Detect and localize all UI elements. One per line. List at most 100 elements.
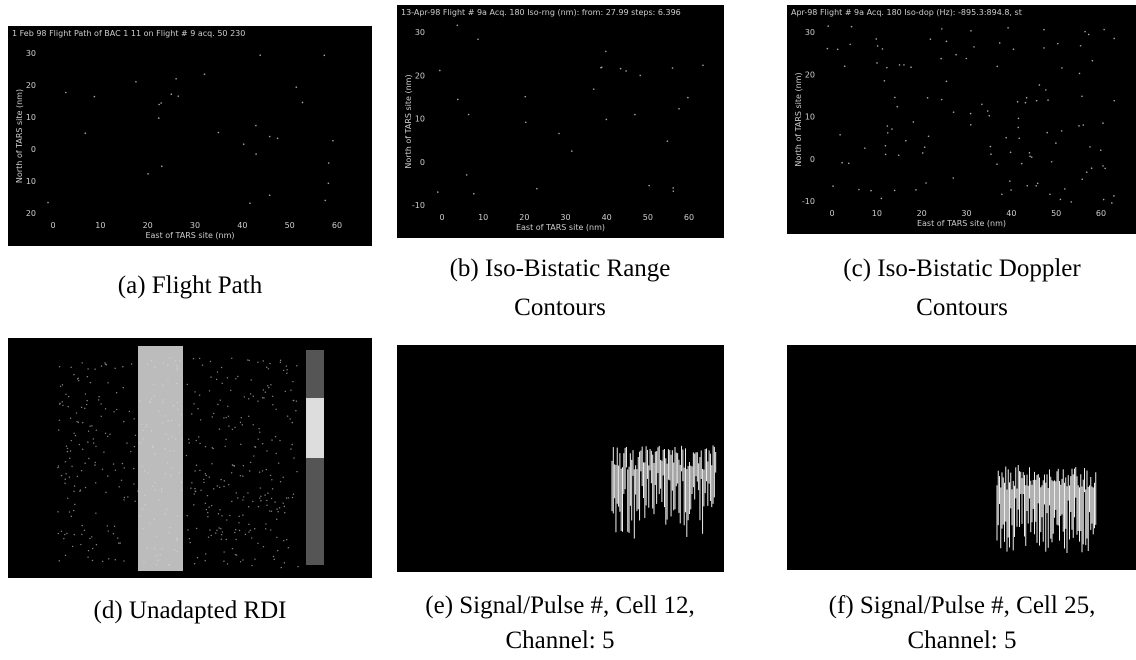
speckle	[915, 189, 917, 191]
speckle	[193, 563, 196, 565]
speckle	[898, 64, 901, 66]
speckle	[1018, 137, 1021, 140]
speckle	[117, 537, 119, 539]
speckle	[193, 504, 195, 506]
speckle	[279, 359, 282, 362]
x-tick-label: 10	[478, 213, 488, 222]
panel-header: Apr-98 Flight # 9a Acq. 180 Iso-dop (Hz)…	[791, 8, 1022, 17]
y-axis-label: North of TARS site (nm)	[15, 89, 24, 183]
speckle	[123, 560, 125, 562]
speckle	[242, 465, 245, 467]
speckle	[896, 105, 899, 108]
speckle	[952, 111, 955, 113]
speckle	[1079, 44, 1082, 47]
speckle	[91, 559, 94, 562]
x-tick-label: 0	[439, 213, 444, 222]
speckle	[85, 403, 88, 406]
speckle	[235, 492, 237, 494]
speckle	[270, 529, 272, 531]
speckle	[295, 410, 297, 412]
speckle	[228, 425, 230, 427]
speckle	[297, 565, 299, 568]
speckle	[64, 482, 66, 484]
speckle	[231, 547, 234, 550]
speckle	[210, 534, 212, 537]
speckle	[223, 560, 225, 562]
speckle	[1012, 48, 1015, 51]
speckle	[106, 525, 108, 527]
speckle	[95, 429, 98, 431]
speckle	[996, 163, 998, 165]
speckle	[266, 504, 268, 507]
speckle	[1103, 28, 1105, 31]
speckle	[83, 529, 86, 532]
speckle	[231, 500, 233, 503]
speckle	[197, 407, 199, 410]
speckle	[269, 510, 271, 512]
speckle	[59, 385, 62, 387]
speckle	[1043, 47, 1045, 49]
speckle	[272, 404, 274, 406]
speckle	[257, 361, 259, 364]
speckle	[1050, 160, 1053, 163]
speckle	[188, 438, 190, 440]
speckle	[263, 397, 265, 399]
y-tick-label: -10	[802, 197, 815, 206]
speckle	[248, 359, 250, 362]
y-tick-label: 0	[810, 155, 815, 164]
speckle	[1087, 33, 1090, 36]
speckle	[100, 403, 102, 405]
speckle	[58, 560, 61, 562]
speckle	[970, 30, 972, 32]
y-tick-label: 10	[415, 115, 425, 124]
speckle	[97, 399, 100, 401]
speckle	[262, 545, 265, 548]
speckle	[65, 393, 67, 395]
speckle	[272, 555, 275, 558]
speckle	[115, 392, 118, 394]
speckle	[290, 448, 292, 450]
speckle	[104, 362, 106, 364]
speckle	[239, 561, 242, 563]
speckle	[571, 150, 573, 152]
speckle	[257, 438, 259, 440]
speckle	[208, 390, 211, 392]
speckle	[850, 25, 853, 28]
panel-header: 13-Apr-98 Flight # 9a Acq. 180 Iso-rng (…	[401, 8, 681, 17]
speckle	[203, 478, 205, 481]
speckle	[76, 475, 79, 478]
speckle	[261, 470, 264, 472]
speckle	[269, 362, 271, 365]
speckle	[1091, 59, 1094, 62]
speckle	[69, 450, 72, 452]
speckle	[63, 537, 65, 540]
speckle	[285, 497, 288, 499]
speckle	[84, 486, 87, 489]
speckle	[94, 461, 96, 464]
speckle	[81, 448, 84, 451]
speckle	[277, 462, 280, 464]
speckle	[115, 408, 118, 411]
speckle	[251, 564, 253, 567]
speckle	[827, 25, 830, 27]
speckle	[230, 389, 232, 392]
speckle	[260, 495, 262, 497]
speckle	[262, 389, 265, 391]
speckle	[270, 497, 273, 500]
speckle	[283, 505, 286, 508]
speckle	[211, 416, 213, 418]
speckle	[1055, 142, 1057, 144]
speckle	[217, 403, 219, 406]
speckle	[269, 474, 272, 477]
y-tick-label: 0	[420, 158, 425, 167]
speckle	[213, 412, 215, 415]
speckle	[62, 404, 64, 407]
speckle	[927, 135, 930, 138]
speckle	[70, 515, 73, 518]
speckle	[323, 54, 326, 57]
speckle	[157, 117, 160, 119]
speckle	[671, 67, 674, 69]
speckle	[1064, 188, 1066, 190]
x-tick-label: 30	[961, 209, 971, 218]
